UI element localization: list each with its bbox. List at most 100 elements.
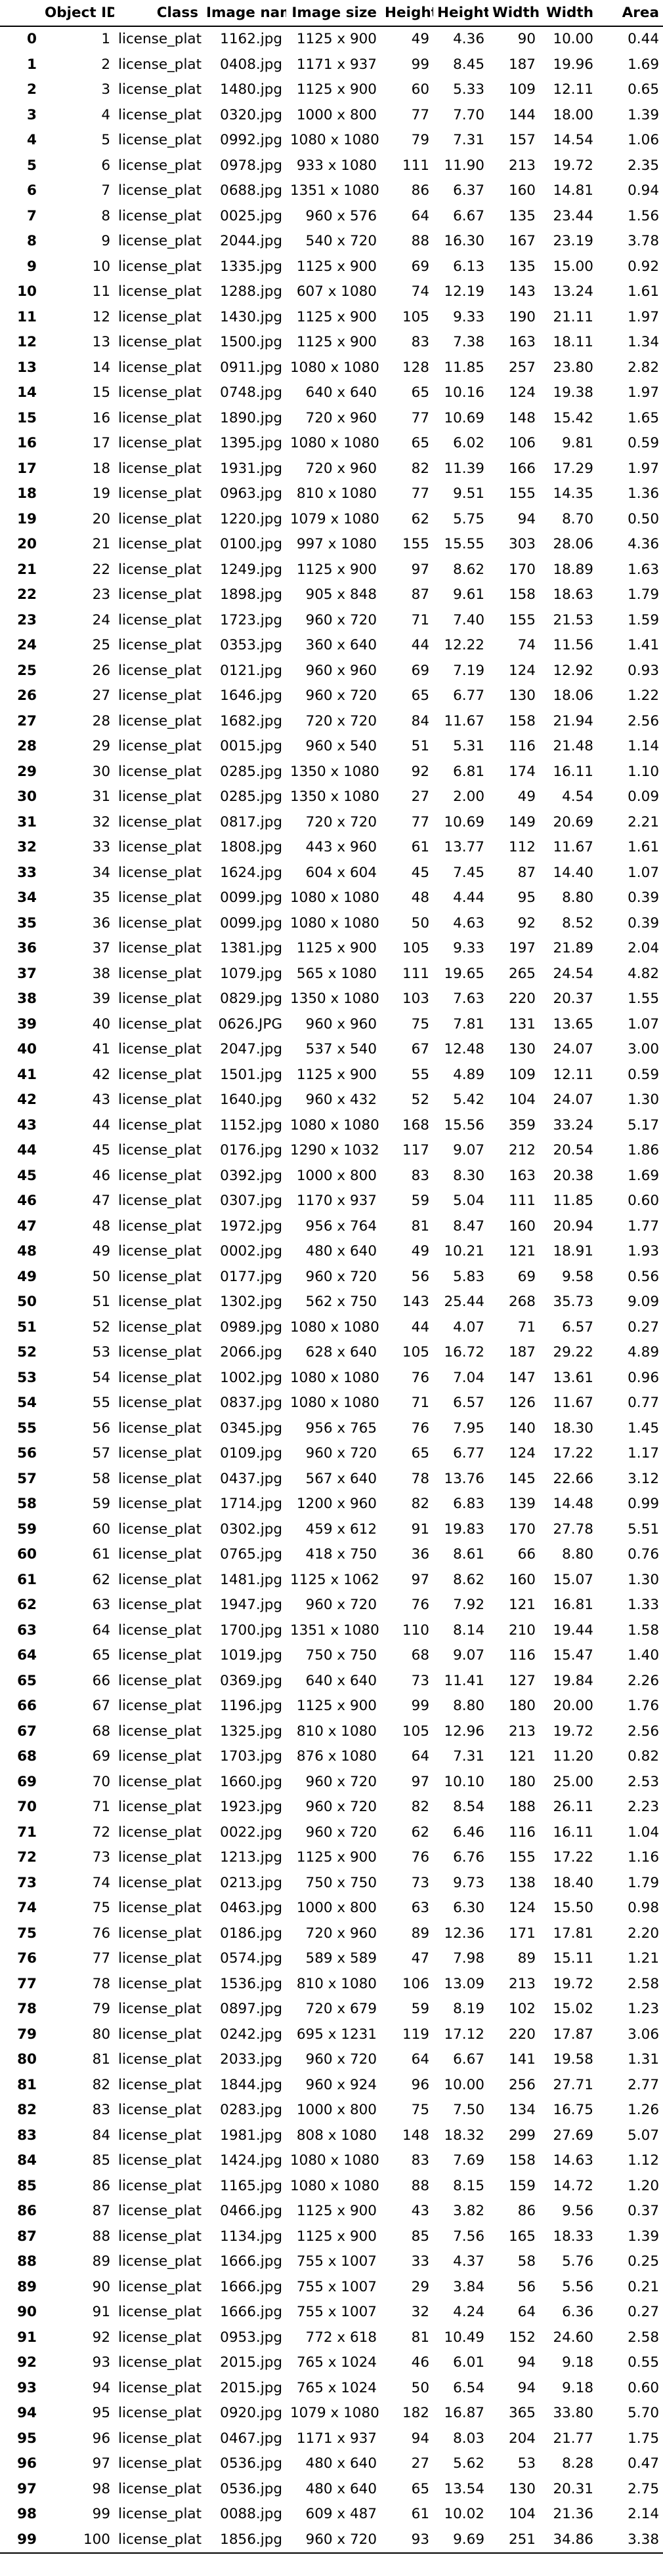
area: 1.59 xyxy=(628,611,659,628)
class-cell: license_plate xyxy=(118,1268,202,1285)
height-pct: 7.50 xyxy=(453,2102,484,2118)
object-id: 98 xyxy=(92,2480,110,2497)
area: 1.17 xyxy=(628,1445,659,1462)
class-cell: license_plate xyxy=(118,435,202,451)
image-size: 1080 x 1080 xyxy=(290,2152,379,2169)
image-name: 0100.jpg xyxy=(220,536,282,552)
table-row: 49 50 license_plate 0177.jpg 960 x 720 56 5.83… xyxy=(0,1264,663,1290)
height-pct: 6.02 xyxy=(453,435,484,451)
class-cell: license_plate xyxy=(118,2304,202,2320)
table-row: 41 42 license_plate 1501.jpg 1125 x 900 55 4.8… xyxy=(0,1062,663,1088)
table-row: 61 62 license_plate 1481.jpg 1125 x 1062 97 8.… xyxy=(0,1567,663,1593)
row-index: 93 xyxy=(17,2379,37,2396)
width-px: 124 xyxy=(508,662,536,679)
table-row: 7 8 license_plate 0025.jpg 960 x 576 64 6.67 13… xyxy=(0,203,663,229)
object-id: 3 xyxy=(101,81,110,98)
width-pct: 19.72 xyxy=(553,157,593,174)
height-pct: 11.39 xyxy=(444,460,484,477)
row-index: 94 xyxy=(17,2405,37,2421)
image-name: 1898.jpg xyxy=(220,586,282,603)
height-px: 77 xyxy=(411,409,429,426)
height-pct: 9.33 xyxy=(453,308,484,325)
object-id: 46 xyxy=(92,1167,110,1184)
area: 0.50 xyxy=(628,510,659,527)
area: 0.99 xyxy=(628,1496,659,1512)
object-id: 67 xyxy=(92,1698,110,1714)
image-name: 0320.jpg xyxy=(220,106,282,123)
object-id: 79 xyxy=(92,2001,110,2017)
row-index: 15 xyxy=(17,409,37,426)
object-id: 48 xyxy=(92,1217,110,1235)
width-pct: 20.94 xyxy=(553,1217,593,1235)
object-id: 61 xyxy=(92,1546,110,1563)
image-name: 0466.jpg xyxy=(220,2203,282,2219)
width-pct: 15.42 xyxy=(553,409,593,426)
width-pct: 9.18 xyxy=(562,2379,593,2396)
image-size: 876 x 1080 xyxy=(296,1748,377,1765)
height-px: 99 xyxy=(411,1698,429,1714)
class-cell: license_plate xyxy=(118,1243,202,1259)
height-px: 128 xyxy=(402,359,429,376)
image-size: 640 x 640 xyxy=(305,1672,377,1689)
table-row: 27 28 license_plate 1682.jpg 720 x 720 84 11.6… xyxy=(0,708,663,734)
width-px: 303 xyxy=(508,536,536,552)
object-id: 18 xyxy=(92,460,110,477)
image-name: 1424.jpg xyxy=(220,2152,282,2169)
width-px: 86 xyxy=(517,2203,536,2219)
height-px: 55 xyxy=(411,1066,429,1083)
area: 1.20 xyxy=(628,2177,659,2194)
height-pct: 5.42 xyxy=(453,1092,484,1108)
class-cell: license_plate xyxy=(118,1066,202,1083)
image-name: 0536.jpg xyxy=(220,2480,282,2497)
image-size: 1350 x 1080 xyxy=(290,788,379,805)
image-size: 960 x 960 xyxy=(305,662,377,679)
image-size: 960 x 720 xyxy=(305,1597,377,1613)
row-index: 49 xyxy=(17,1268,37,1285)
area: 1.97 xyxy=(628,308,659,325)
image-size: 628 x 640 xyxy=(305,1344,377,1360)
width-px: 141 xyxy=(508,2051,536,2068)
object-id: 44 xyxy=(92,1116,110,1134)
object-id: 80 xyxy=(92,2026,110,2043)
class-cell: license_plate xyxy=(118,889,202,906)
area: 0.27 xyxy=(628,1319,659,1336)
image-name-header: Image name xyxy=(202,0,286,27)
class-cell: license_plate xyxy=(118,2354,202,2371)
height-px: 86 xyxy=(411,182,429,199)
object-id: 68 xyxy=(92,1723,110,1740)
class-cell: license_plate xyxy=(118,157,202,174)
width-px: 359 xyxy=(508,1116,536,1134)
width-pct: 13.61 xyxy=(553,1369,593,1386)
area: 0.82 xyxy=(628,1748,659,1765)
width-pct: 21.11 xyxy=(553,308,593,325)
table-row: 90 91 license_plate 1666.jpg 755 x 1007 32 4.2… xyxy=(0,2300,663,2325)
width-pct: 18.89 xyxy=(553,561,593,578)
table-row: 15 16 license_plate 1890.jpg 720 x 960 77 10.6… xyxy=(0,405,663,431)
height-pct: 4.07 xyxy=(453,1319,484,1336)
area: 1.30 xyxy=(628,1571,659,1588)
height-pct: 13.77 xyxy=(444,839,484,855)
row-index: 27 xyxy=(17,712,37,729)
width-pct: 16.11 xyxy=(553,1824,593,1841)
image-size: 960 x 720 xyxy=(305,1268,377,1285)
height-px: 65 xyxy=(411,2480,429,2497)
object-id: 43 xyxy=(92,1092,110,1108)
image-name: 0177.jpg xyxy=(220,1268,282,1285)
height-px: 110 xyxy=(402,1622,429,1639)
width-pct: 5.76 xyxy=(562,2253,593,2270)
row-index: 98 xyxy=(17,2506,37,2522)
table-row: 72 73 license_plate 1213.jpg 1125 x 900 76 6.7… xyxy=(0,1845,663,1871)
width-px: 155 xyxy=(508,485,536,502)
class-cell: license_plate xyxy=(118,2253,202,2270)
area: 0.59 xyxy=(628,1066,659,1083)
height-pct: 15.55 xyxy=(444,536,484,552)
class-cell: license_plate xyxy=(118,813,202,830)
width-px: 144 xyxy=(508,106,536,123)
object-id: 47 xyxy=(92,1193,110,1209)
object-id: 35 xyxy=(92,889,110,906)
object-id: 94 xyxy=(92,2379,110,2396)
width-pct: 15.50 xyxy=(553,1900,593,1916)
class-cell: license_plate xyxy=(118,712,202,729)
object-id: 4 xyxy=(101,106,110,123)
width-px-header: Width xyxy=(488,0,540,27)
